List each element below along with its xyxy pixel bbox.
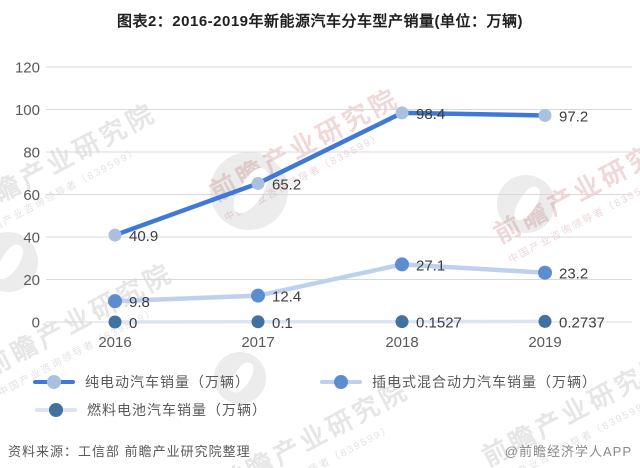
legend-dot-swatch bbox=[47, 375, 61, 389]
publisher-credit: @前瞻经济学人APP bbox=[504, 444, 632, 459]
data-point-label: 0.1 bbox=[272, 315, 293, 332]
legend-dot-swatch bbox=[334, 375, 348, 389]
data-point-label: 40.9 bbox=[129, 228, 158, 245]
data-point-marker bbox=[108, 294, 122, 309]
data-point-label: 0.2737 bbox=[559, 314, 605, 331]
data-point-marker bbox=[395, 106, 409, 120]
data-point-label: 12.4 bbox=[272, 289, 301, 306]
data-point-marker bbox=[251, 315, 265, 329]
x-tick-label: 2017 bbox=[241, 334, 274, 351]
data-point-label: 65.2 bbox=[272, 176, 301, 193]
data-point-label: 97.2 bbox=[559, 108, 588, 125]
data-source-note: 资料来源：工信部 前瞻产业研究院整理 bbox=[8, 444, 251, 459]
data-point-label: 0.1527 bbox=[416, 315, 462, 332]
series-line bbox=[112, 110, 548, 238]
legend-label: 插电式混合动力汽车销量（万辆） bbox=[372, 374, 597, 390]
legend-item-plugin-hybrid: 插电式混合动力汽车销量（万辆） bbox=[320, 374, 597, 390]
data-point-marker bbox=[538, 314, 552, 328]
legend-marker-icon bbox=[33, 374, 75, 390]
data-point-marker bbox=[108, 315, 122, 329]
data-point-label: 9.8 bbox=[129, 294, 150, 311]
data-point-marker bbox=[538, 265, 552, 280]
y-tick-label: 100 bbox=[15, 102, 40, 119]
data-point-marker bbox=[538, 108, 552, 122]
series-line bbox=[112, 262, 548, 304]
chart-legend: 纯电动汽车销量（万辆） 插电式混合动力汽车销量（万辆） 燃料电池汽车销量（万辆） bbox=[0, 366, 640, 428]
data-point-label: 23.2 bbox=[559, 266, 588, 283]
legend-item-pure-electric: 纯电动汽车销量（万辆） bbox=[33, 374, 250, 390]
data-point-marker bbox=[251, 176, 265, 190]
y-tick-label: 0 bbox=[32, 315, 40, 332]
data-point-marker bbox=[108, 228, 122, 242]
y-tick-label: 20 bbox=[23, 272, 40, 289]
y-tick-label: 80 bbox=[23, 145, 40, 162]
data-point-marker bbox=[395, 257, 409, 272]
legend-label: 燃料电池汽车销量（万辆） bbox=[87, 402, 267, 418]
legend-marker-icon bbox=[320, 374, 362, 390]
data-point-label: 98.4 bbox=[416, 106, 445, 123]
y-tick-label: 60 bbox=[23, 187, 40, 204]
x-tick-label: 2018 bbox=[385, 334, 418, 351]
legend-item-fuel-cell: 燃料电池汽车销量（万辆） bbox=[35, 402, 267, 418]
series-line bbox=[113, 319, 547, 324]
data-point-marker bbox=[395, 315, 409, 329]
x-tick-label: 2019 bbox=[528, 334, 561, 351]
x-tick-label: 2016 bbox=[98, 334, 131, 351]
legend-dot-swatch bbox=[49, 403, 63, 417]
y-tick-label: 120 bbox=[15, 60, 40, 77]
data-point-label: 27.1 bbox=[416, 257, 445, 274]
legend-label: 纯电动汽车销量（万辆） bbox=[85, 374, 250, 390]
chart-title: 图表2：2016-2019年新能源汽车分车型产销量(单位：万辆) bbox=[116, 13, 524, 30]
data-point-label: 0 bbox=[129, 315, 137, 332]
legend-marker-icon bbox=[35, 402, 77, 418]
chart-plot-area: 0 20 40 60 80 100 120 2016 2017 2018 2019 40.9 65.2 9… bbox=[15, 60, 632, 351]
data-point-marker bbox=[251, 288, 265, 303]
y-tick-label: 40 bbox=[23, 230, 40, 247]
